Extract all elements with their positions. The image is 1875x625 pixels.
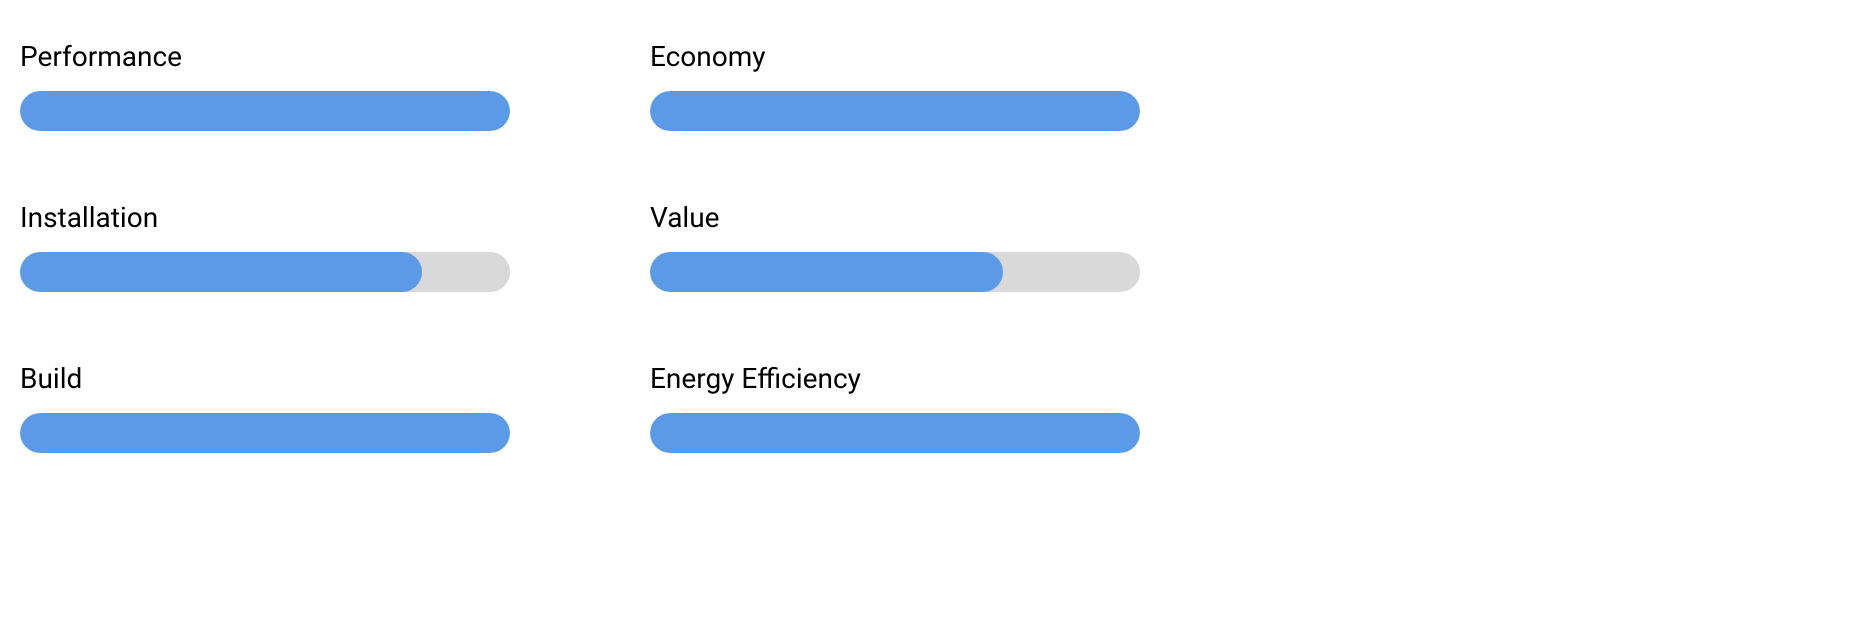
rating-item: Performance: [20, 40, 510, 131]
rating-label-installation: Installation: [20, 201, 510, 234]
rating-item: Installation: [20, 201, 510, 292]
rating-item: Value: [650, 201, 1140, 292]
rating-label-performance: Performance: [20, 40, 510, 73]
rating-bar-fill: [650, 413, 1140, 453]
rating-bar-fill: [20, 91, 510, 131]
rating-bar-track: [20, 252, 510, 292]
rating-label-energy-efficiency: Energy Efficiency: [650, 362, 1140, 395]
rating-bar-fill: [650, 252, 1003, 292]
rating-bar-fill: [20, 252, 422, 292]
rating-item: Energy Efficiency: [650, 362, 1140, 453]
rating-bar-track: [20, 413, 510, 453]
rating-item: Economy: [650, 40, 1140, 131]
ratings-grid: Performance Economy Installation Value B…: [20, 40, 1140, 453]
rating-bar-track: [650, 413, 1140, 453]
rating-label-economy: Economy: [650, 40, 1140, 73]
rating-item: Build: [20, 362, 510, 453]
rating-label-value: Value: [650, 201, 1140, 234]
rating-bar-fill: [650, 91, 1140, 131]
rating-bar-track: [20, 91, 510, 131]
rating-label-build: Build: [20, 362, 510, 395]
rating-bar-track: [650, 252, 1140, 292]
rating-bar-track: [650, 91, 1140, 131]
rating-bar-fill: [20, 413, 510, 453]
